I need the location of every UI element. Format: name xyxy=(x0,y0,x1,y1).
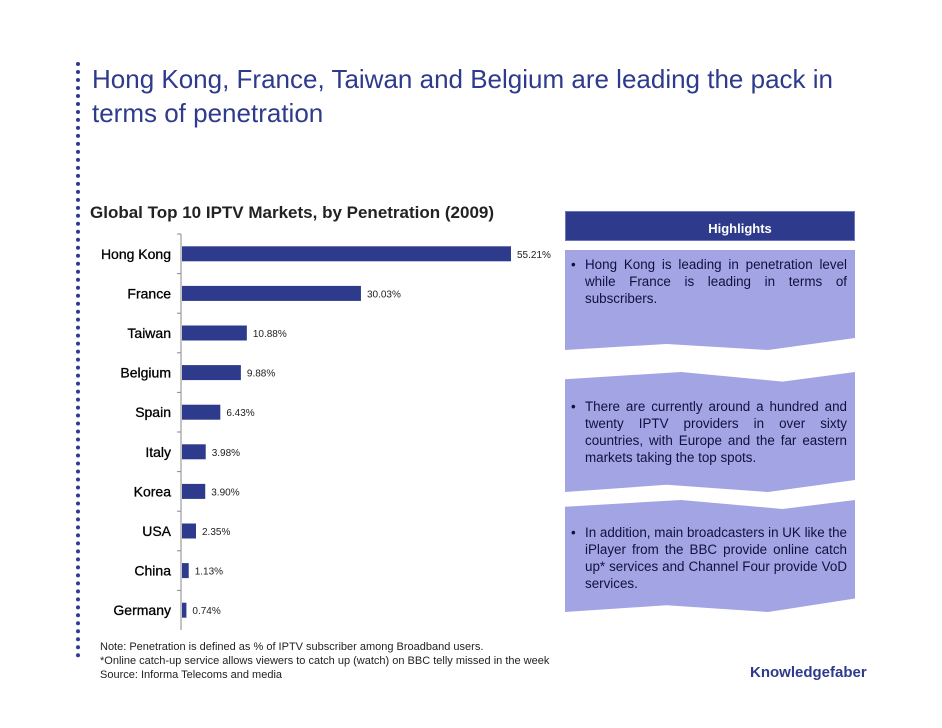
highlight-box-3: • In addition, main broadcasters in UK l… xyxy=(565,500,855,612)
slide-title: Hong Kong, France, Taiwan and Belgium ar… xyxy=(92,64,833,128)
highlight-text-2: There are currently around a hundred and… xyxy=(585,399,847,465)
bar-china xyxy=(182,563,189,579)
category-label: Korea xyxy=(134,483,172,499)
value-label: 3.98% xyxy=(212,448,240,459)
bullet-icon: • xyxy=(571,525,576,540)
value-label: 0.74% xyxy=(192,606,220,617)
bar-france xyxy=(182,285,361,301)
category-label: China xyxy=(134,563,171,579)
highlights-header: Highlights xyxy=(565,211,855,241)
value-label: 2.35% xyxy=(202,527,230,538)
note-line-2: *Online catch-up service allows viewers … xyxy=(100,655,550,667)
footnotes: Note: Penetration is defined as % of IPT… xyxy=(100,640,549,682)
category-label: USA xyxy=(142,523,171,539)
note-line-1: Note: Penetration is defined as % of IPT… xyxy=(100,641,484,653)
chart-title: Global Top 10 IPTV Markets, by Penetrati… xyxy=(90,203,495,222)
dotted-rule-decoration xyxy=(76,62,80,658)
value-label: 10.88% xyxy=(253,329,287,340)
category-label: Hong Kong xyxy=(101,246,171,262)
category-label: Spain xyxy=(135,404,171,420)
value-label: 9.88% xyxy=(247,369,275,380)
value-label: 1.13% xyxy=(195,567,223,578)
value-label: 30.03% xyxy=(367,289,401,300)
value-label: 3.90% xyxy=(211,487,239,498)
category-label: Italy xyxy=(145,444,171,460)
bar-korea xyxy=(182,483,206,499)
category-label: Germany xyxy=(113,602,171,618)
highlight-text-1: Hong Kong is leading in penetration leve… xyxy=(585,257,847,306)
value-label: 6.43% xyxy=(226,408,254,419)
bullet-icon: • xyxy=(571,257,576,272)
highlight-box-2: • There are currently around a hundred a… xyxy=(565,372,855,492)
brand-logo-text: Knowledgefaber xyxy=(750,664,867,681)
bar-germany xyxy=(182,602,187,618)
category-label: France xyxy=(127,285,171,301)
highlight-text-3: In addition, main broadcasters in UK lik… xyxy=(585,525,848,591)
category-label: Belgium xyxy=(120,365,171,381)
bar-usa xyxy=(182,523,197,539)
bar-hong-kong xyxy=(182,246,511,262)
bullet-icon: • xyxy=(571,399,576,414)
bar-spain xyxy=(182,404,221,420)
category-label: Taiwan xyxy=(127,325,171,341)
bar-taiwan xyxy=(182,325,247,341)
highlight-box-1: • Hong Kong is leading in penetration le… xyxy=(565,250,855,350)
bar-belgium xyxy=(182,365,241,381)
value-label: 55.21% xyxy=(517,250,551,261)
bar-italy xyxy=(182,444,206,460)
note-line-3: Source: Informa Telecoms and media xyxy=(100,669,282,681)
